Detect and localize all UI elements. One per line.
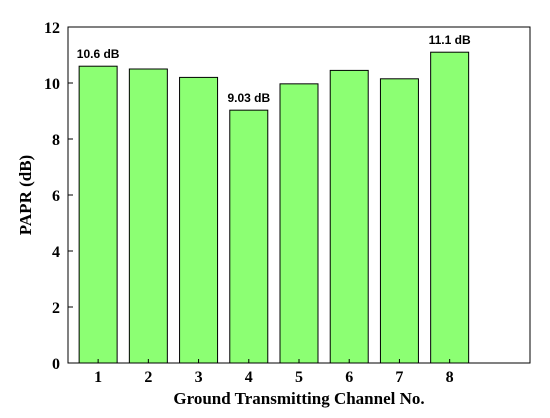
bar-6	[329, 69, 369, 364]
x-axis-label: Ground Transmitting Channel No.	[173, 389, 424, 408]
bar-7	[379, 78, 419, 364]
y-tick-label: 0	[52, 356, 60, 373]
y-tick-label: 12	[44, 20, 60, 37]
y-tick-label: 4	[52, 244, 60, 261]
x-tick-label: 5	[295, 369, 303, 386]
x-tick-label: 8	[446, 369, 454, 386]
y-tick-label: 10	[44, 76, 60, 93]
y-ticks-group: 0 2 4 6 8 10 12	[44, 20, 73, 373]
data-label: 10.6 dB	[77, 47, 120, 61]
bar-1	[78, 65, 118, 364]
y-tick-label: 6	[52, 188, 60, 205]
data-label: 11.1 dB	[429, 33, 471, 47]
data-labels-group: 10.6 dB 9.03 dB 11.1 dB	[77, 33, 471, 105]
y-tick-label: 8	[52, 132, 60, 149]
bar-5	[279, 83, 319, 364]
bar-4	[229, 109, 269, 364]
x-tick-label: 2	[144, 369, 152, 386]
bars-group	[78, 51, 470, 364]
x-tick-label: 6	[345, 369, 353, 386]
bar-3	[179, 76, 219, 364]
x-tick-label: 1	[94, 369, 102, 386]
bar-8	[430, 51, 470, 364]
x-tick-label: 7	[395, 369, 403, 386]
y-tick-label: 2	[52, 300, 60, 317]
x-tick-label: 3	[195, 369, 203, 386]
y-axis-label: PAPR (dB)	[16, 155, 35, 235]
x-ticks-group: 1 2 3 4 5 6 7 8	[94, 359, 454, 386]
data-label: 9.03 dB	[227, 91, 270, 105]
x-tick-label: 4	[245, 369, 253, 386]
bar-2	[128, 68, 168, 364]
